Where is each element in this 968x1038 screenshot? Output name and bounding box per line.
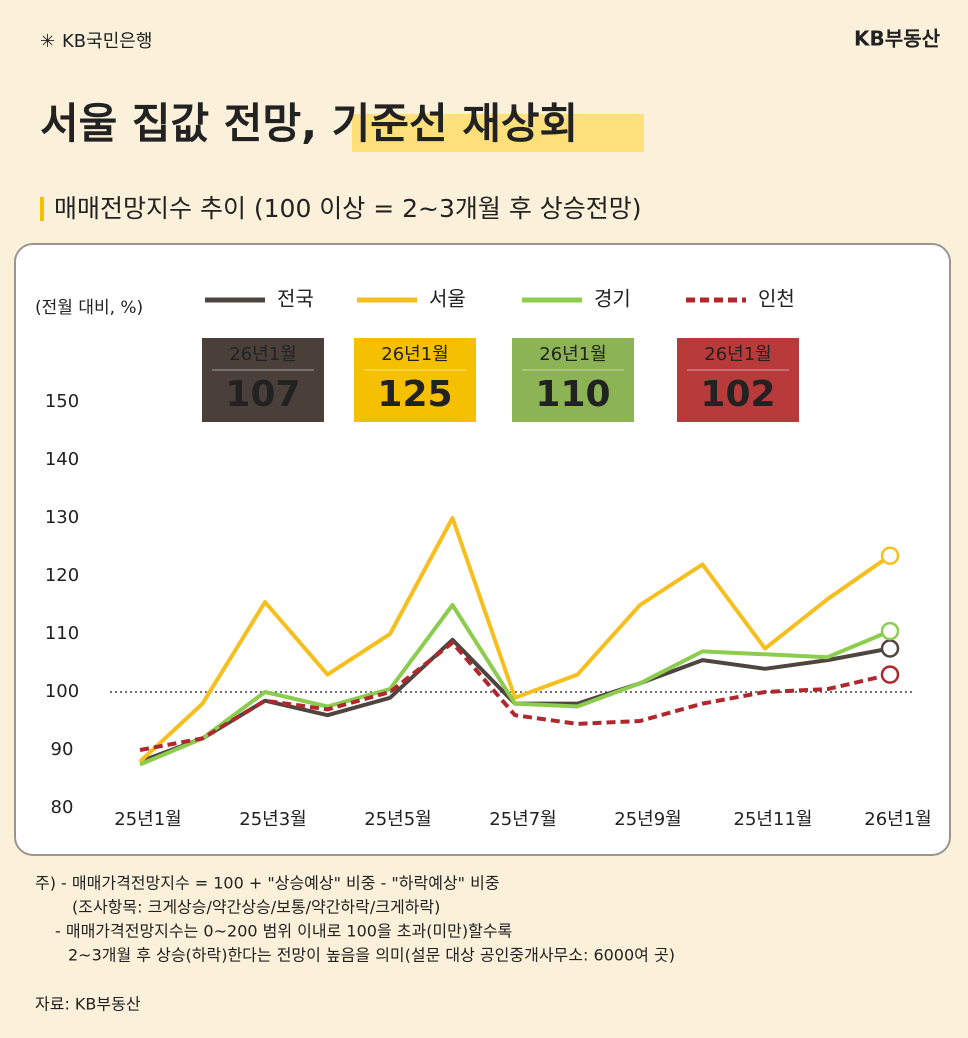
badge-label: 26년1월: [229, 344, 296, 365]
title-part: 기준선 재상회: [332, 99, 578, 148]
subtitle-bar: [40, 197, 44, 221]
badge-label: 26년1월: [381, 344, 448, 365]
y-tick-label: 120: [45, 565, 79, 586]
series-line: [138, 516, 892, 764]
subtitle: 매매전망지수 추이 (100 이상 = 2~3개월 후 상승전망): [54, 194, 642, 223]
series-line: [139, 603, 891, 767]
kb-logo-mark: ✳: [40, 31, 55, 52]
x-tick-label: 25년9월: [614, 809, 681, 830]
note-line: (조사항목: 크게상승/약간상승/보통/약간하락/크게하락): [72, 898, 440, 917]
end-point: [880, 639, 900, 658]
badge-value: 107: [225, 374, 300, 415]
end-point: [880, 546, 900, 565]
y-axis-label: (전월 대비, %): [35, 298, 143, 318]
badge: [354, 338, 476, 422]
badge-value: 102: [700, 374, 775, 415]
y-tick-label: 130: [45, 507, 79, 528]
end-point: [880, 621, 900, 641]
legend-label: 전국: [277, 287, 314, 311]
title-part: 서울 집값 전망,: [40, 99, 317, 148]
legend-label: 경기: [594, 287, 631, 311]
x-tick-label: 25년3월: [239, 809, 306, 830]
legend-label: 서울: [429, 287, 466, 311]
note-line: - 매매가격전망지수는 0~200 범위 이내로 100을 초과(미만)할수록: [55, 922, 512, 941]
series-line: [139, 640, 891, 752]
badge: [677, 338, 799, 422]
y-tick-label: 100: [45, 681, 79, 702]
note-line: 주) - 매매가격전망지수 = 100 + "상승예상" 비중 - "하락예상"…: [35, 874, 500, 893]
end-point: [880, 665, 900, 684]
y-tick-label: 90: [51, 739, 74, 760]
source: 자료: KB부동산: [35, 995, 141, 1014]
brand-right: KB부동산: [854, 27, 941, 51]
title-highlight: [352, 114, 644, 152]
legend-label: 인천: [758, 287, 795, 311]
chart-card: [14, 243, 951, 856]
y-tick-label: 140: [45, 449, 79, 470]
badge: [202, 338, 324, 422]
note-line: 2~3개월 후 상승(하락)한다는 전망이 높음을 의미(설문 대상 공인중개사…: [68, 946, 675, 965]
x-tick-label: 25년7월: [489, 809, 556, 830]
badge: [512, 338, 634, 422]
x-tick-label: 25년1월: [114, 809, 181, 830]
y-tick-label: 110: [45, 623, 79, 644]
notes: 주) - 매매가격전망지수 = 100 + "상승예상" 비중 - "하락예상"…: [35, 874, 675, 965]
brand-left: KB국민은행: [62, 31, 152, 52]
badge-label: 26년1월: [539, 344, 606, 365]
y-tick-label: 150: [45, 391, 79, 412]
badge-value: 110: [535, 374, 610, 415]
badge-label: 26년1월: [704, 344, 771, 365]
x-tick-label: 25년11월: [734, 809, 813, 830]
title: 서울 집값 전망, 기준선 재상회: [40, 99, 578, 148]
x-tick-label: 26년1월: [864, 809, 931, 830]
y-tick-label: 80: [51, 797, 74, 818]
x-tick-label: 25년5월: [364, 809, 431, 830]
badge-value: 125: [377, 374, 452, 415]
